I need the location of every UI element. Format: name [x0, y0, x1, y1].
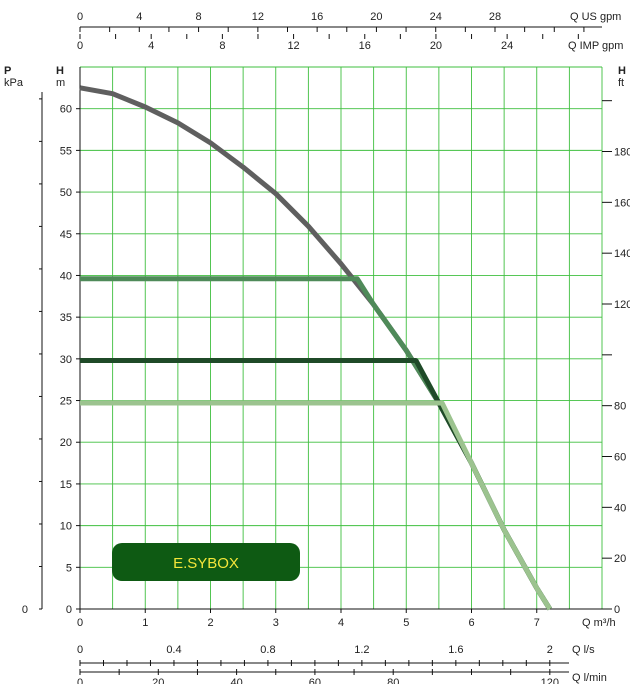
q-ls-tick-label: 1.6: [448, 644, 463, 656]
product-badge-background: [112, 543, 300, 581]
q-ls-tick-label: 0: [77, 644, 83, 656]
product-badge-label: E.SYBOX: [173, 555, 239, 572]
q-impgpm-tick-label: 0: [77, 40, 83, 52]
h-ft-tick-label: 140: [614, 248, 630, 260]
h-m-tick-label: 25: [60, 396, 72, 408]
h-ft-tick-label: 80: [614, 401, 626, 413]
q-impgpm-tick-label: 24: [501, 40, 513, 52]
q-m3h-tick-label: 3: [273, 617, 279, 629]
h-ft-tick-label: 180: [614, 147, 630, 159]
q-impgpm-tick-label: 16: [359, 40, 371, 52]
grid: [80, 66, 603, 609]
p-kpa-axis-head: P: [4, 65, 11, 77]
q-lmin-tick-label: 40: [230, 677, 242, 684]
q-m3h-tick-label: 4: [338, 617, 344, 629]
axes: [39, 26, 612, 675]
p-kpa-axis-unit: kPa: [4, 77, 24, 89]
q-m3h-tick-label: 7: [534, 617, 540, 629]
q-impgpm-axis-label: Q IMP gpm: [568, 40, 623, 52]
h-m-axis-head: H: [56, 65, 64, 77]
q-m3h-tick-label: 5: [403, 617, 409, 629]
p-kpa-tick-label: 0: [22, 604, 28, 616]
h-ft-tick-label: 0: [614, 604, 620, 616]
q-usgpm-tick-label: 8: [196, 11, 202, 23]
h-ft-tick-label: 60: [614, 452, 626, 464]
h-m-tick-label: 40: [60, 270, 72, 282]
product-badge: E.SYBOX: [112, 543, 300, 581]
q-lmin-tick-label: 120: [541, 677, 559, 684]
q-ls-tick-label: 0.4: [166, 644, 181, 656]
q-impgpm-tick-label: 20: [430, 40, 442, 52]
h-m-axis-unit: m: [56, 77, 65, 89]
q-ls-tick-label: 0.8: [260, 644, 275, 656]
h-ft-axis-unit: ft: [618, 77, 624, 89]
q-m3h-tick-label: 2: [207, 617, 213, 629]
q-usgpm-tick-label: 16: [311, 11, 323, 23]
q-usgpm-tick-label: 12: [252, 11, 264, 23]
q-usgpm-tick-label: 28: [489, 11, 501, 23]
curve-max-head: [79, 85, 552, 611]
h-m-tick-label: 5: [66, 562, 72, 574]
q-usgpm-tick-label: 4: [136, 11, 142, 23]
q-lmin-axis-label: Q l/min: [572, 672, 607, 684]
q-lmin-tick-label: 80: [387, 677, 399, 684]
q-lmin-tick-label: 0: [77, 677, 83, 684]
q-m3h-tick-label: 6: [468, 617, 474, 629]
h-m-tick-label: 35: [60, 312, 72, 324]
q-impgpm-tick-label: 4: [148, 40, 154, 52]
q-lmin-tick-label: 60: [309, 677, 321, 684]
q-m3h-tick-label: 1: [142, 617, 148, 629]
q-usgpm-tick-label: 0: [77, 11, 83, 23]
h-ft-axis-head: H: [618, 65, 626, 77]
curve-setpoint-25m: [80, 400, 552, 611]
q-impgpm-tick-label: 8: [219, 40, 225, 52]
h-m-tick-label: 15: [60, 479, 72, 491]
h-m-tick-label: 55: [60, 145, 72, 157]
q-m3h-tick-label: 0: [77, 617, 83, 629]
h-ft-tick-label: 160: [614, 197, 630, 209]
q-ls-tick-label: 2: [547, 644, 553, 656]
h-ft-tick-label: 20: [614, 553, 626, 565]
q-ls-tick-label: 1.2: [354, 644, 369, 656]
q-m3h-axis-label: Q m³/h: [582, 617, 616, 629]
q-lmin-tick-label: 20: [152, 677, 164, 684]
q-usgpm-tick-label: 24: [430, 11, 442, 23]
h-ft-tick-label: 40: [614, 502, 626, 514]
h-m-tick-label: 60: [60, 104, 72, 116]
h-m-tick-label: 50: [60, 187, 72, 199]
q-usgpm-axis-label: Q US gpm: [570, 11, 621, 23]
h-ft-tick-label: 120: [614, 299, 630, 311]
h-m-tick-label: 0: [66, 604, 72, 616]
performance-curves: [79, 85, 552, 611]
h-m-tick-label: 45: [60, 229, 72, 241]
h-m-tick-label: 30: [60, 354, 72, 366]
q-ls-axis-label: Q l/s: [572, 644, 595, 656]
h-m-tick-label: 20: [60, 437, 72, 449]
h-m-tick-label: 10: [60, 521, 72, 533]
q-usgpm-tick-label: 20: [370, 11, 382, 23]
q-impgpm-tick-label: 12: [287, 40, 299, 52]
